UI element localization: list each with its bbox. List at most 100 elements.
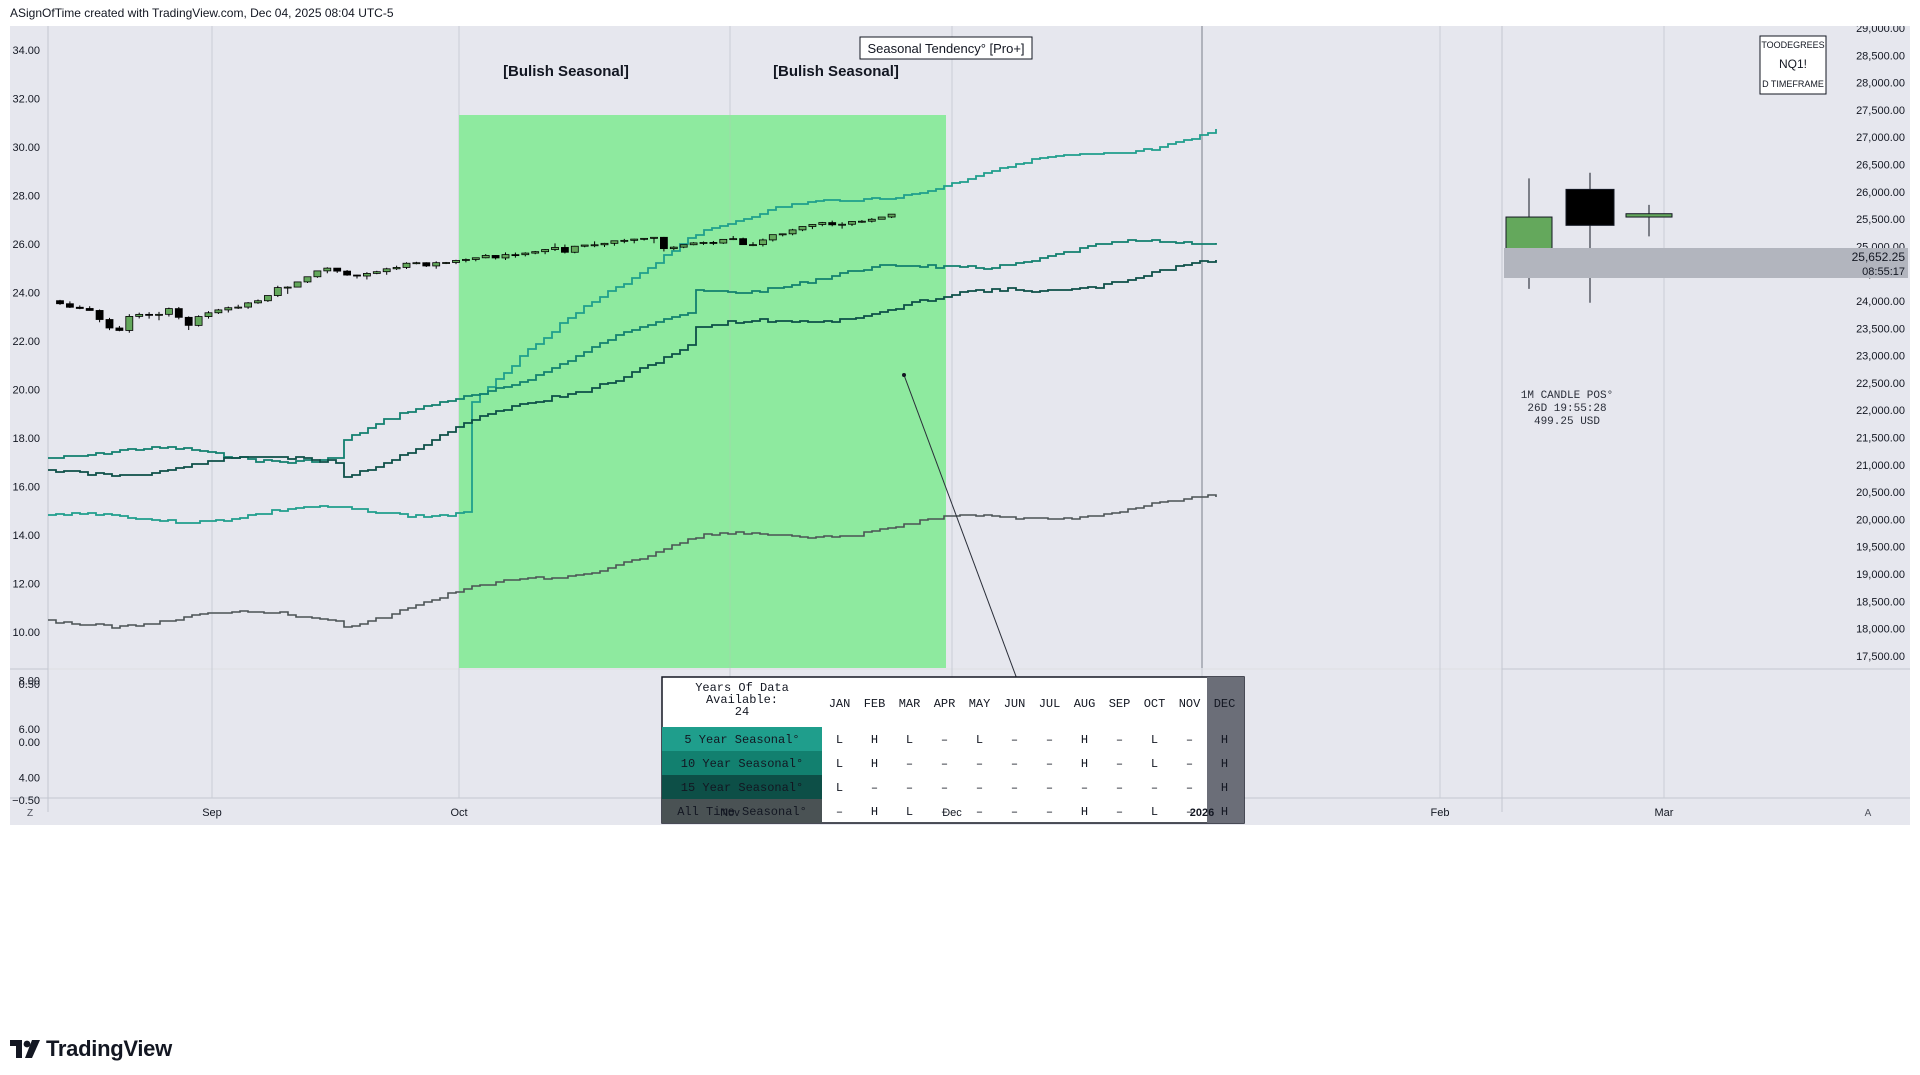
price-candle[interactable] xyxy=(372,271,381,274)
price-candle[interactable] xyxy=(848,221,856,225)
price-candle[interactable] xyxy=(541,249,549,253)
price-candle[interactable] xyxy=(234,306,243,309)
lower-pane-axis[interactable]: 0.50 0.00 −0.50 xyxy=(12,679,40,807)
price-candle[interactable] xyxy=(155,313,163,316)
price-candle[interactable] xyxy=(85,308,94,311)
price-candle[interactable] xyxy=(491,255,500,259)
price-candle[interactable] xyxy=(610,240,619,244)
price-candle[interactable] xyxy=(194,316,203,326)
price-candle[interactable] xyxy=(749,244,757,247)
price-candle[interactable] xyxy=(580,244,589,247)
price-candle[interactable] xyxy=(818,222,827,225)
price-candle[interactable] xyxy=(620,239,629,242)
chart-svg[interactable]: Low Formation[Bulish Seasonal][Bulish Se… xyxy=(10,26,1910,1016)
price-candle[interactable] xyxy=(461,259,470,261)
left-axis[interactable]: 34.00 32.00 30.00 28.00 26.00 24.00 22.00 20.00… xyxy=(12,45,40,785)
price-candle[interactable] xyxy=(452,260,460,263)
price-candle[interactable] xyxy=(689,242,698,246)
price-candle[interactable] xyxy=(650,236,658,239)
price-candle[interactable] xyxy=(660,236,668,250)
price-candle[interactable] xyxy=(254,300,262,304)
price-candle[interactable] xyxy=(184,316,193,326)
price-candle[interactable] xyxy=(353,274,361,277)
price-candle[interactable] xyxy=(323,267,332,272)
price-candle[interactable] xyxy=(115,327,124,331)
price-candle[interactable] xyxy=(66,303,74,308)
price-candle[interactable] xyxy=(481,255,490,259)
tradingview-logo[interactable]: TradingView xyxy=(10,1036,172,1062)
price-candle[interactable] xyxy=(561,247,569,253)
price-candle[interactable] xyxy=(214,309,223,314)
price-candle[interactable] xyxy=(788,229,797,235)
price-candle[interactable] xyxy=(293,281,302,288)
price-candle[interactable] xyxy=(224,307,233,311)
price-candle[interactable] xyxy=(164,308,173,315)
indicator-title-box[interactable] xyxy=(859,36,1033,60)
price-candle[interactable] xyxy=(283,286,292,289)
price-candle[interactable] xyxy=(333,267,342,272)
price-candle[interactable] xyxy=(699,242,708,244)
price-candle[interactable] xyxy=(442,262,451,264)
price-candle[interactable] xyxy=(362,273,371,277)
price-candle[interactable] xyxy=(244,302,253,308)
last-price-label-bg[interactable] xyxy=(1504,248,1908,278)
price-candle[interactable] xyxy=(392,267,401,270)
price-candle[interactable] xyxy=(759,239,767,246)
time-axis-corner-left[interactable]: Z xyxy=(27,808,33,819)
price-candle[interactable] xyxy=(412,262,421,265)
price-candle[interactable] xyxy=(679,244,688,248)
price-candle[interactable] xyxy=(125,316,134,331)
price-candle[interactable] xyxy=(174,308,183,318)
price-candle[interactable] xyxy=(877,216,886,220)
price-candle[interactable] xyxy=(768,234,777,241)
price-candle[interactable] xyxy=(471,257,480,260)
price-candle[interactable] xyxy=(838,223,846,226)
price-candle[interactable] xyxy=(709,242,718,244)
price-candle[interactable] xyxy=(382,268,391,273)
seasonal-table[interactable]: Years Of Data Available: 24 JAN FEB MAR APR MAY… xyxy=(661,676,1245,824)
price-candle[interactable] xyxy=(204,312,213,317)
price-candle[interactable] xyxy=(263,295,272,302)
price-candle[interactable] xyxy=(887,213,896,218)
price-candle[interactable] xyxy=(501,254,510,259)
price-candle[interactable] xyxy=(531,251,540,254)
price-candle[interactable] xyxy=(145,313,154,316)
price-candle[interactable] xyxy=(521,252,530,256)
monthly-candle[interactable] xyxy=(1625,213,1673,218)
seasonal-line-alltime[interactable] xyxy=(48,494,1217,629)
price-candle[interactable] xyxy=(590,244,599,247)
seasonal-line-15y[interactable] xyxy=(48,260,1217,478)
time-axis-corner-right[interactable]: A xyxy=(1865,808,1872,819)
price-candle[interactable] xyxy=(105,319,114,329)
price-candle[interactable] xyxy=(798,226,807,231)
price-candle[interactable] xyxy=(640,237,648,240)
price-candle[interactable] xyxy=(858,220,866,223)
price-candle[interactable] xyxy=(739,238,747,246)
price-candle[interactable] xyxy=(808,224,817,227)
price-candle[interactable] xyxy=(778,233,787,236)
price-candle[interactable] xyxy=(729,238,738,241)
time-axis[interactable]: Sep Oct Nov Dec 2026 Feb Mar Z A xyxy=(27,807,1872,819)
price-candles[interactable] xyxy=(56,213,896,333)
price-candle[interactable] xyxy=(135,313,144,317)
price-candle[interactable] xyxy=(719,238,728,244)
price-candle[interactable] xyxy=(551,247,559,250)
price-candle[interactable] xyxy=(867,218,876,222)
bullish-seasonal-zone[interactable] xyxy=(459,115,946,668)
price-candle[interactable] xyxy=(570,245,579,253)
price-candle[interactable] xyxy=(828,222,837,226)
price-candle[interactable] xyxy=(669,246,678,250)
price-candle[interactable] xyxy=(75,306,84,309)
chart-frame[interactable]: Low Formation[Bulish Seasonal][Bulish Se… xyxy=(10,26,1910,1016)
price-candle[interactable] xyxy=(273,287,282,296)
price-candle[interactable] xyxy=(402,262,411,268)
price-candle[interactable] xyxy=(56,300,64,305)
symbol-watermark-box[interactable] xyxy=(1759,35,1827,95)
price-candle[interactable] xyxy=(630,238,639,241)
seasonal-line-5y[interactable] xyxy=(48,129,1217,524)
price-candle[interactable] xyxy=(303,276,312,283)
price-candle[interactable] xyxy=(432,262,441,267)
right-axis[interactable]: 29,000.00 28,500.00 28,000.00 27,500.00 27,0… xyxy=(1856,26,1905,663)
price-candle[interactable] xyxy=(343,270,352,276)
price-candle[interactable] xyxy=(600,242,609,246)
